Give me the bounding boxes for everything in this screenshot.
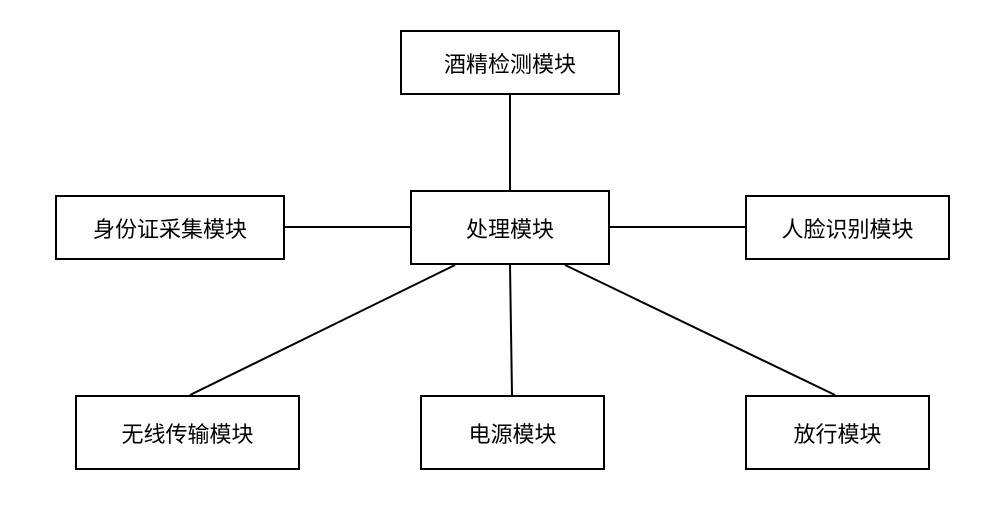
- node-label: 身份证采集模块: [93, 212, 247, 244]
- node-alcohol-detection: 酒精检测模块: [400, 30, 620, 95]
- node-label: 处理模块: [466, 212, 554, 244]
- node-power-supply: 电源模块: [420, 395, 605, 470]
- edge-line: [565, 265, 835, 395]
- node-id-collection: 身份证采集模块: [55, 195, 285, 260]
- node-wireless-transmission: 无线传输模块: [75, 395, 300, 470]
- node-face-recognition: 人脸识别模块: [745, 195, 950, 260]
- node-label: 酒精检测模块: [444, 47, 576, 79]
- node-label: 人脸识别模块: [781, 212, 913, 244]
- node-label: 放行模块: [793, 417, 881, 449]
- node-label: 电源模块: [468, 417, 556, 449]
- node-release: 放行模块: [745, 395, 930, 470]
- edge-line: [510, 265, 512, 395]
- node-processing: 处理模块: [410, 190, 610, 265]
- node-label: 无线传输模块: [121, 417, 253, 449]
- edge-line: [190, 265, 455, 395]
